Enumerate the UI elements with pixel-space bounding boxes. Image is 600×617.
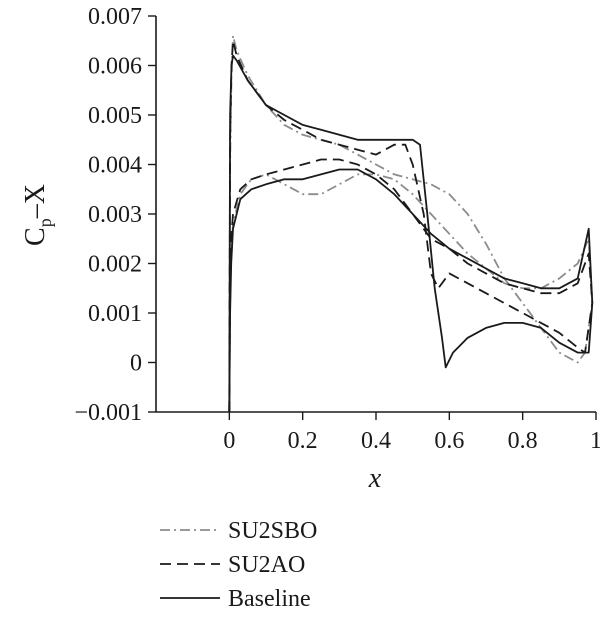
ticks: −0.001 0 0.001 0.002 0.003 0.004 0.005 0.006 0.0… bbox=[74, 4, 600, 454]
y-tick-label: 0.003 bbox=[88, 202, 142, 228]
y-tick-label: 0 bbox=[130, 351, 142, 377]
axes bbox=[155, 16, 596, 413]
series-su2ao-upper-line bbox=[228, 39, 594, 413]
y-axis-title: Cp–X bbox=[20, 184, 55, 246]
y-tick-label: 0.005 bbox=[88, 103, 142, 129]
y-axis-title-suffix: –X bbox=[20, 184, 51, 219]
x-tick-label: 0.6 bbox=[434, 428, 464, 454]
x-tick-label: 0 bbox=[223, 428, 235, 454]
series-su2ao-lower-line bbox=[228, 158, 594, 413]
y-axis-title-sub: p bbox=[35, 218, 55, 227]
y-tick-label: 0.004 bbox=[88, 153, 142, 179]
y-tick-label: −0.001 bbox=[74, 400, 142, 426]
series-su2sbo-upper-line bbox=[228, 34, 594, 413]
series-baseline-upper-line bbox=[228, 54, 594, 413]
legend-label-baseline: Baseline bbox=[228, 586, 311, 612]
x-axis-title: x bbox=[368, 463, 382, 494]
series-su2sbo-lower-line bbox=[228, 173, 594, 413]
y-axis-title-main: C bbox=[20, 227, 51, 246]
series-baseline-lower-line bbox=[228, 168, 594, 413]
y-tick-label: 0.001 bbox=[88, 301, 142, 327]
y-tick-label: 0.007 bbox=[88, 4, 142, 30]
x-tick-label: 0.2 bbox=[288, 428, 318, 454]
legend-label-su2ao: SU2AO bbox=[228, 552, 305, 578]
y-tick-label: 0.006 bbox=[88, 54, 142, 80]
y-tick-label: 0.002 bbox=[88, 252, 142, 278]
legend-label-su2sbo: SU2SBO bbox=[228, 518, 317, 544]
x-tick-label: 1 bbox=[590, 428, 600, 454]
x-tick-label: 0.4 bbox=[361, 428, 391, 454]
x-tick-label: 0.8 bbox=[508, 428, 538, 454]
legend: SU2SBO SU2AO Baseline bbox=[160, 518, 317, 612]
series-group bbox=[228, 34, 594, 413]
